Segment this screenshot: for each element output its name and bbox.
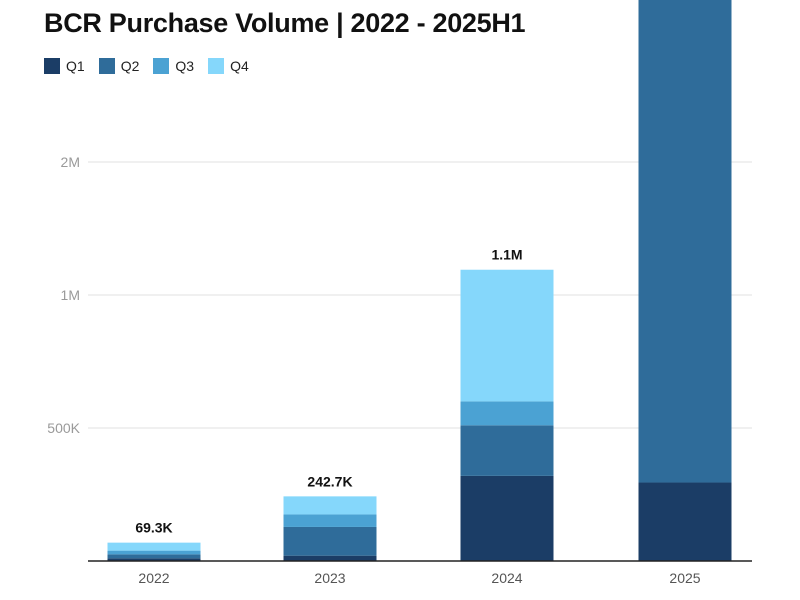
legend-swatch	[98, 58, 115, 74]
bar-2024-q2	[460, 425, 554, 476]
legend-swatch	[208, 58, 225, 74]
bar-2024-q4	[460, 269, 554, 402]
bar-2025-q2	[638, 0, 732, 483]
y-tick-label: 2M	[61, 154, 80, 170]
legend-swatch	[153, 58, 170, 74]
bar-2022-q2	[107, 554, 201, 559]
legend-swatch	[44, 58, 60, 74]
x-tick-label: 2022	[138, 570, 169, 586]
total-label: 242.7K	[307, 473, 352, 489]
bar-2023-q3	[283, 514, 377, 527]
legend-item-q3[interactable]: Q3	[153, 58, 194, 74]
total-label: 1.1M	[491, 247, 522, 263]
legend-label: Q4	[230, 58, 249, 74]
bar-2024-q3	[460, 401, 554, 426]
legend-item-q2[interactable]: Q2	[98, 58, 140, 74]
legend-label: Q2	[120, 58, 140, 74]
bar-2023-q1	[283, 555, 377, 561]
legend-label: Q3	[175, 58, 195, 74]
legend-item-q1[interactable]: Q1	[44, 58, 85, 74]
chart-title: BCR Purchase Volume | 2022 - 2025H1	[44, 8, 526, 38]
bar-2022-q3	[107, 550, 201, 555]
total-label: 69.3K	[135, 520, 172, 536]
x-tick-label: 2025	[669, 570, 700, 586]
y-tick-label: 500K	[47, 420, 80, 436]
legend: Q1 Q2 Q3 Q4	[44, 58, 249, 74]
bar-2022-q4	[107, 542, 201, 551]
x-tick-label: 2024	[491, 570, 522, 586]
bar-2023-q2	[283, 526, 377, 556]
bar-2022-q1	[107, 558, 201, 561]
bar-2023-q4	[283, 496, 377, 515]
y-tick-label: 1M	[61, 287, 80, 303]
x-tick-label: 2023	[314, 570, 345, 586]
legend-item-q4[interactable]: Q4	[208, 58, 249, 74]
bar-2025-q1	[638, 482, 732, 561]
legend-label: Q1	[66, 58, 85, 74]
bar-2024-q1	[460, 475, 554, 561]
